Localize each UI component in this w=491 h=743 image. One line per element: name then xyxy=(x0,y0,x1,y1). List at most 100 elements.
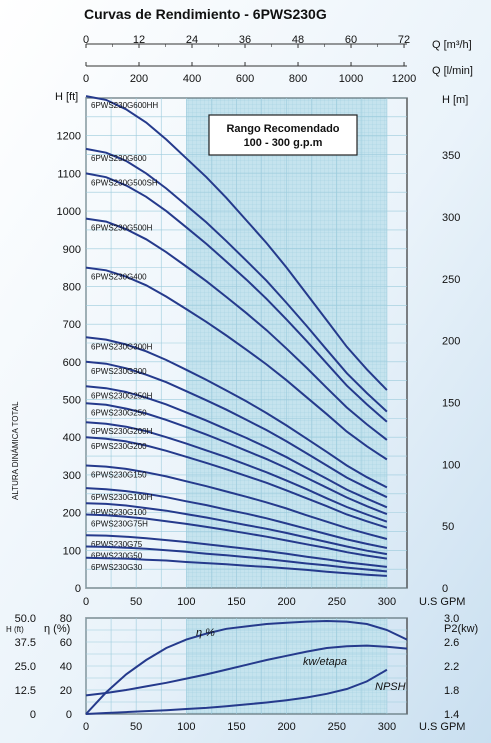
top-tick-label-m3h: 12 xyxy=(133,34,145,46)
y-tick-label-ft: 900 xyxy=(63,244,81,256)
top-tick-label-lmin: 0 xyxy=(83,73,89,85)
series-curve xyxy=(85,402,388,516)
series-curve xyxy=(85,556,387,577)
npsh-curve xyxy=(85,668,388,715)
x-tick-label: 300 xyxy=(378,596,396,608)
series-label: 6PWS230G300 xyxy=(91,367,147,376)
p2-tick-label: 1.4 xyxy=(444,709,459,721)
y-tick-label-m: 100 xyxy=(442,459,460,471)
kw-per-stage-curve xyxy=(85,644,408,697)
series-curve xyxy=(85,534,388,568)
series-curve xyxy=(85,266,388,461)
x-tick-label: 100 xyxy=(177,596,195,608)
x-tick-label: 50 xyxy=(130,596,142,608)
series-curve xyxy=(85,385,388,509)
series-label: 6PWS230G500SH xyxy=(91,178,158,187)
y-tick-label-m: 150 xyxy=(442,398,460,410)
series-label: 6PWS230G100 xyxy=(91,508,147,517)
y-tick-label-m: 350 xyxy=(442,150,460,162)
series-curve xyxy=(85,513,388,560)
series-curve xyxy=(85,172,388,423)
eta-tick-label: 80 xyxy=(60,613,72,625)
series-label: 6PWS230G400 xyxy=(91,273,147,282)
npsh-curve-label: NPSH xyxy=(375,681,406,693)
top-tick-label-lmin: 1000 xyxy=(339,73,363,85)
series-label: 6PWS230G150 xyxy=(91,471,147,480)
series-label: 6PWS230G250H xyxy=(91,391,153,400)
p2-tick-label: 2.6 xyxy=(444,637,459,649)
series-label: 6PWS230G300H xyxy=(91,342,153,351)
eta-tick-label: 20 xyxy=(60,685,72,697)
top-tick-label-m3h: 36 xyxy=(239,34,251,46)
eta-tick-label: 40 xyxy=(60,661,72,673)
x-tick-label: 200 xyxy=(277,596,295,608)
kw-per-stage-curve-label: kw/etapa xyxy=(303,656,347,668)
recommended-range-label: Rango Recomendado xyxy=(226,123,339,135)
top-tick-label-m3h: 48 xyxy=(292,34,304,46)
chart-title: Curvas de Rendimiento - 6PWS230G xyxy=(84,6,327,22)
series-curve xyxy=(85,217,388,441)
x-tick-label: 150 xyxy=(227,596,245,608)
efficiency-curve-label: η % xyxy=(196,627,215,639)
y-tick-label-ft: 0 xyxy=(75,583,81,595)
y-axis-side-label: ALTURA DINÁMICA TOTAL xyxy=(11,401,20,500)
bottom-x-tick-label: 300 xyxy=(378,721,396,733)
top-tick-label-m3h: 0 xyxy=(83,34,89,46)
p2-tick-label: 1.8 xyxy=(444,685,459,697)
y-tick-label-ft: 100 xyxy=(63,545,81,557)
y-axis-label-m: H [m] xyxy=(442,94,468,106)
series-curve xyxy=(85,360,388,499)
bottom-x-tick-label: 150 xyxy=(227,721,245,733)
y-tick-label-ft: 200 xyxy=(63,508,81,520)
x-tick-label: 250 xyxy=(328,596,346,608)
series-label: 6PWS230G100H xyxy=(91,493,153,502)
y-tick-label-ft: 800 xyxy=(63,281,81,293)
x-tick-label: 0 xyxy=(83,596,89,608)
p2-axis-label: P2(kw) xyxy=(444,623,478,635)
series-curve xyxy=(85,487,388,549)
y-tick-label-ft: 1000 xyxy=(57,206,81,218)
p2-tick-label: 2.2 xyxy=(444,661,459,673)
bottom-x-tick-label: 100 xyxy=(177,721,195,733)
recommended-range-sublabel: 100 - 300 g.p.m xyxy=(244,137,323,149)
y-tick-label-ft: 500 xyxy=(63,395,81,407)
top-tick-label-lmin: 200 xyxy=(130,73,148,85)
series-label: 6PWS230G50 xyxy=(91,552,143,561)
p2-tick-label: 3.0 xyxy=(444,613,459,625)
x-axis-label: U.S GPM xyxy=(419,596,465,608)
series-label: 6PWS230G200H xyxy=(91,427,153,436)
y-tick-label-m: 0 xyxy=(442,583,448,595)
top-tick-label-m3h: 24 xyxy=(186,34,198,46)
top-tick-label-lmin: 600 xyxy=(236,73,254,85)
top-tick-label-lmin: 800 xyxy=(289,73,307,85)
series-label: 6PWS230G600 xyxy=(91,154,147,163)
npsh-tick-label: 37.5 xyxy=(15,637,36,649)
npsh-axis-label: H (ft) xyxy=(6,625,24,634)
npsh-tick-label: 12.5 xyxy=(15,685,36,697)
top-tick-label-m3h: 60 xyxy=(345,34,357,46)
series-label: 6PWS230G75H xyxy=(91,520,148,529)
y-tick-label-ft: 1200 xyxy=(57,131,81,143)
y-tick-label-m: 250 xyxy=(442,274,460,286)
top-axis-label-lmin: Q [l/min] xyxy=(432,65,473,77)
y-tick-label-m: 300 xyxy=(442,212,460,224)
eta-axis-label: η (%) xyxy=(44,623,70,635)
series-curve xyxy=(85,502,388,556)
series-curve xyxy=(85,545,387,573)
recommended-range-box xyxy=(208,114,358,156)
series-label: 6PWS230G200 xyxy=(91,442,147,451)
top-tick-label-lmin: 400 xyxy=(183,73,201,85)
series-label: 6PWS230G250 xyxy=(91,408,147,417)
series-curve xyxy=(85,336,388,489)
bottom-x-tick-label: 0 xyxy=(83,721,89,733)
y-axis-label-ft: H [ft] xyxy=(55,91,78,103)
series-label: 6PWS230G30 xyxy=(91,563,143,572)
series-label: 6PWS230G500H xyxy=(91,224,153,233)
y-tick-label-m: 50 xyxy=(442,521,454,533)
series-label: 6PWS230G75 xyxy=(91,540,143,549)
series-curve xyxy=(85,421,388,523)
series-curve xyxy=(85,436,388,529)
series-curve xyxy=(85,147,388,413)
npsh-tick-label: 0 xyxy=(30,709,36,721)
bottom-x-tick-label: 50 xyxy=(130,721,142,733)
